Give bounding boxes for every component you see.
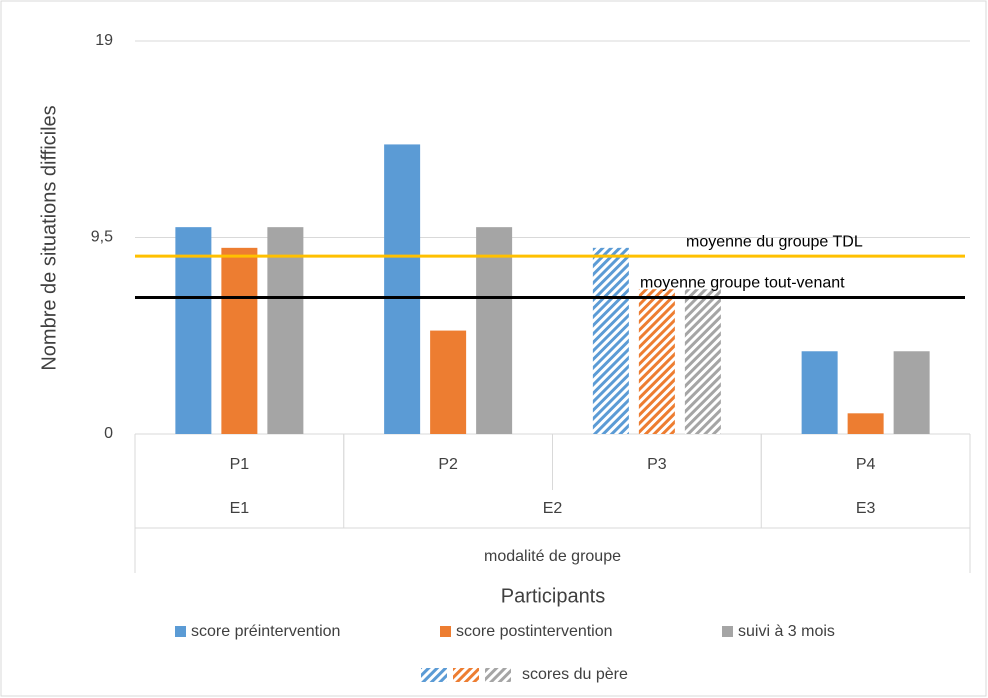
legend-label: score postintervention xyxy=(456,623,613,640)
legend-swatch xyxy=(440,626,451,637)
y-tick-label: 9,5 xyxy=(91,229,113,246)
legend-hatch-swatch xyxy=(421,668,447,682)
bar xyxy=(893,351,930,434)
y-tick-label: 19 xyxy=(95,32,113,49)
bar xyxy=(801,351,838,434)
y-axis-label: Nombre de situations difficiles xyxy=(38,105,60,370)
x-tick-label: P2 xyxy=(438,456,458,473)
bar xyxy=(847,413,884,434)
legend-label: scores du père xyxy=(522,666,628,683)
legend-label: score préintervention xyxy=(191,623,340,640)
reference-label: moyenne groupe tout-venant xyxy=(640,275,845,292)
bar xyxy=(592,247,629,434)
legend-label: suivi à 3 mois xyxy=(738,623,835,640)
bar xyxy=(221,247,258,434)
group-label: E3 xyxy=(856,500,876,517)
group-label: E2 xyxy=(543,500,563,517)
group-label: E1 xyxy=(230,500,250,517)
y-tick-label: 0 xyxy=(104,425,113,442)
bar xyxy=(175,227,212,434)
legend-swatch xyxy=(175,626,186,637)
legend-swatch xyxy=(722,626,733,637)
bar xyxy=(384,144,421,434)
x-tick-label: P4 xyxy=(856,456,876,473)
legend-hatch-swatch xyxy=(485,668,511,682)
bar xyxy=(684,289,721,434)
x-tick-label: P3 xyxy=(647,456,667,473)
bar xyxy=(267,227,304,434)
bar xyxy=(476,227,513,434)
outer-group-label: modalité de groupe xyxy=(484,548,621,565)
x-tick-label: P1 xyxy=(230,456,250,473)
bar xyxy=(638,289,675,434)
x-axis-label: Participants xyxy=(501,585,606,607)
bar xyxy=(430,330,467,434)
reference-label: moyenne du groupe TDL xyxy=(686,233,863,250)
legend-hatch-swatch xyxy=(453,668,479,682)
